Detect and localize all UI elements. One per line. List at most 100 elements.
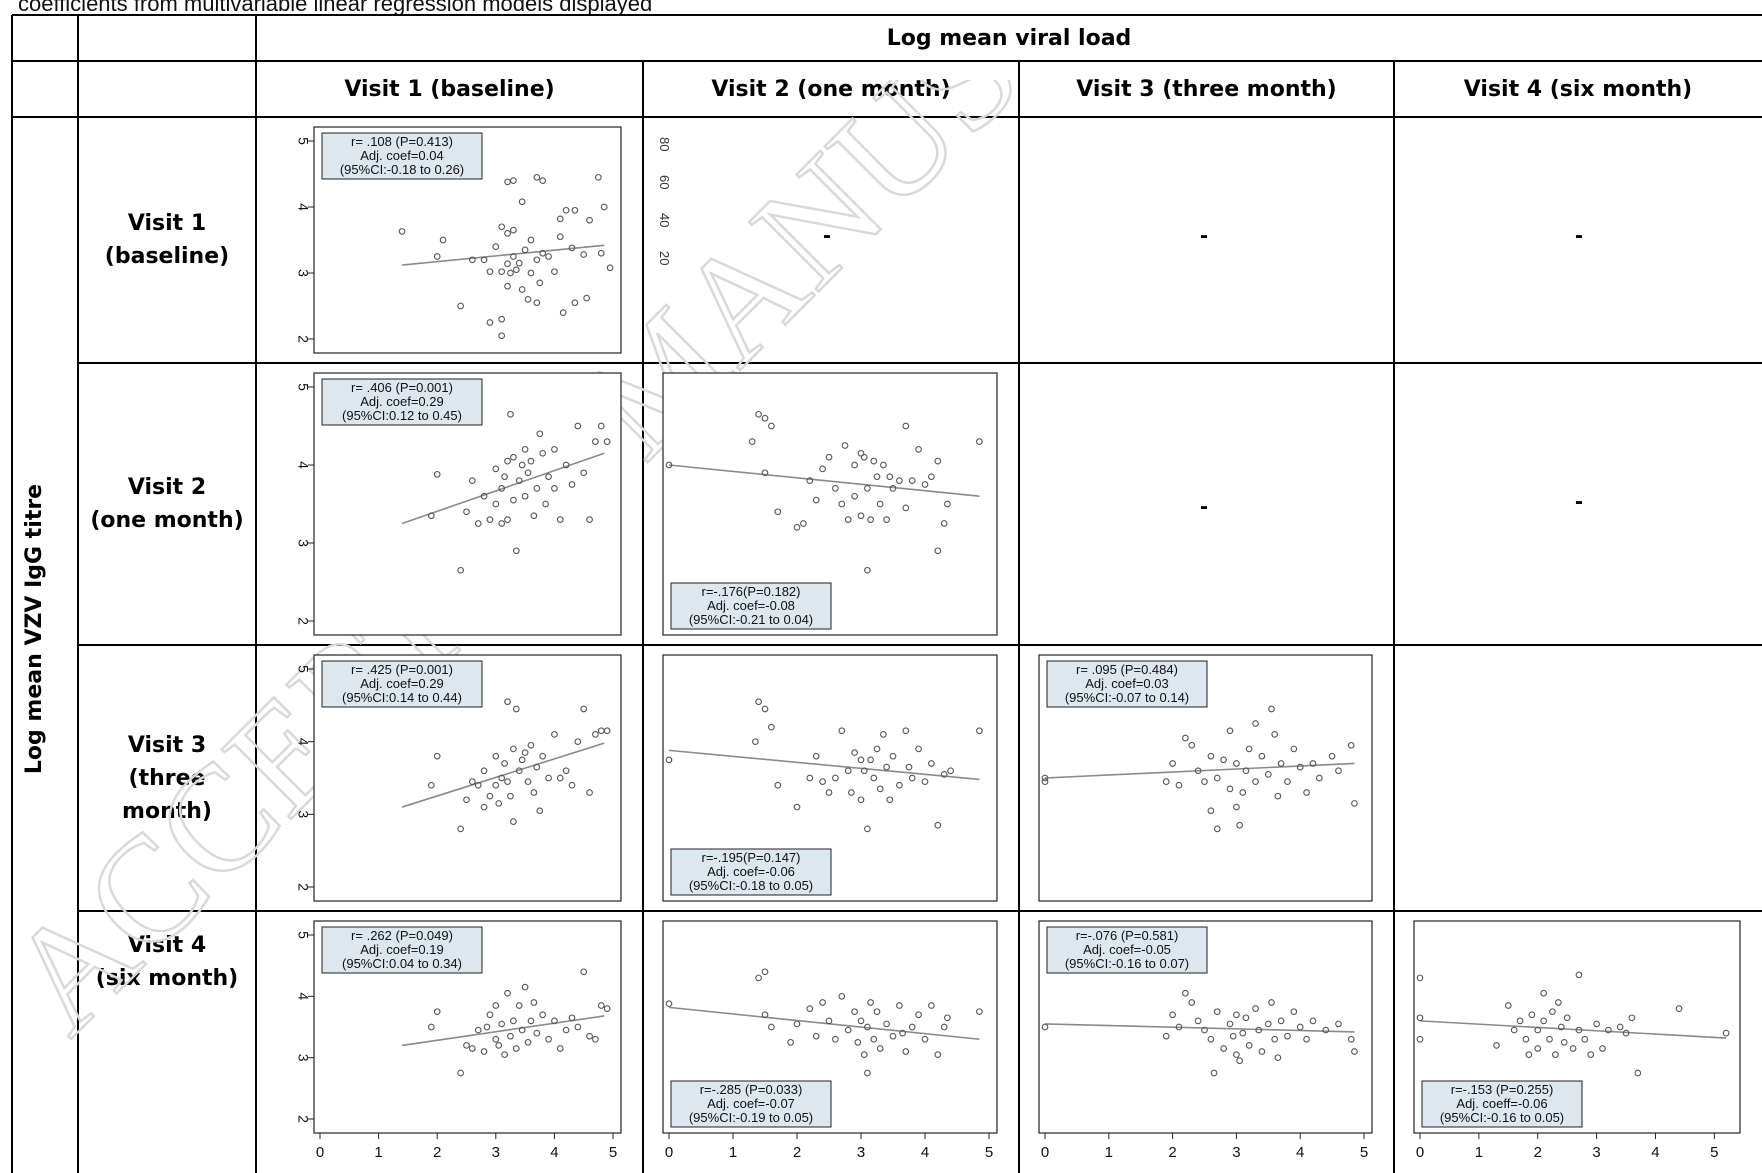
data-point — [524, 296, 532, 303]
fit-line — [1419, 1020, 1727, 1039]
data-point — [483, 1023, 491, 1031]
data-point — [1628, 1014, 1636, 1022]
data-point — [1258, 752, 1266, 760]
data-point — [860, 453, 868, 461]
stats-box — [670, 1080, 832, 1128]
data-point — [902, 1048, 910, 1055]
scatter-plot-r3c2: r=-.195(P=0.147)Adj. coef=-0.06(95%CI:-0… — [662, 654, 998, 902]
data-point — [1296, 763, 1304, 771]
data-point — [504, 516, 511, 523]
empty-cell-mark: - — [1575, 222, 1583, 249]
scatter-plot-r1c1: 5 4 3 2 r= .108 (P=0.413)Adj. coef=0.04(95%C… — [295, 126, 622, 354]
data-point — [902, 422, 910, 430]
data-point — [915, 1011, 922, 1019]
y-tick-label: 2 — [295, 883, 311, 891]
data-point — [556, 774, 564, 782]
column-header-visit-1: Visit 1 (baseline) — [344, 76, 555, 102]
data-point — [469, 477, 476, 484]
data-point — [1599, 1045, 1606, 1052]
y-tick-label: 4 — [295, 738, 311, 746]
data-point — [761, 469, 769, 477]
data-point — [603, 1005, 611, 1012]
x-tick-label: 2 — [433, 1144, 441, 1161]
data-point — [486, 792, 494, 800]
row-header-line: (six month) — [95, 966, 239, 991]
data-point — [857, 756, 865, 764]
data-point — [1634, 1069, 1642, 1077]
data-point — [870, 774, 878, 782]
data-point — [976, 727, 983, 735]
data-point — [504, 989, 511, 997]
data-point — [864, 825, 871, 833]
data-point — [571, 299, 579, 307]
data-point — [480, 767, 488, 775]
data-point — [515, 477, 523, 484]
data-point — [1510, 1026, 1518, 1034]
fragment-tick: 20 — [657, 251, 670, 265]
data-point — [574, 1023, 582, 1031]
data-point — [533, 485, 541, 492]
stats-line: r= .425 (P=0.001) — [351, 662, 453, 677]
data-point — [492, 752, 500, 760]
data-point — [504, 230, 511, 237]
data-point — [1213, 774, 1221, 782]
data-point — [867, 999, 874, 1006]
data-point — [524, 1038, 532, 1046]
x-tick-label: 2 — [1168, 1144, 1176, 1161]
data-point — [819, 999, 826, 1006]
data-point — [873, 745, 881, 753]
data-point — [1522, 1035, 1530, 1043]
data-point — [1351, 800, 1358, 807]
data-point — [1335, 767, 1342, 775]
stats-line: r= .406 (P=0.001) — [351, 380, 453, 395]
data-point — [1540, 1017, 1547, 1025]
row-header-line: Visit 4 — [127, 933, 207, 958]
data-point — [1264, 1020, 1272, 1028]
data-point — [521, 749, 529, 756]
data-point — [507, 269, 514, 277]
data-point — [908, 477, 916, 484]
data-point — [806, 774, 814, 782]
x-tick-label: 5 — [985, 1144, 993, 1161]
data-point — [1226, 1020, 1234, 1028]
data-point — [504, 778, 511, 785]
stats-box — [670, 582, 832, 630]
data-point — [1175, 1023, 1183, 1031]
data-point — [1552, 1051, 1559, 1058]
stats-line: Adj. coef=-0.08 — [707, 598, 795, 613]
data-point — [665, 1000, 673, 1008]
data-point — [1722, 1029, 1730, 1037]
data-point — [844, 767, 852, 775]
data-point — [1268, 705, 1275, 713]
data-point — [793, 803, 801, 811]
data-point — [480, 256, 488, 264]
data-point — [463, 508, 470, 516]
data-point — [1233, 1051, 1240, 1058]
data-point — [595, 173, 602, 181]
data-point — [1162, 778, 1170, 785]
stats-line: (95%CI:-0.18 to 0.05) — [689, 878, 813, 893]
data-point — [880, 731, 887, 738]
data-point — [498, 315, 506, 323]
data-point — [580, 469, 588, 477]
data-point — [1416, 1035, 1424, 1043]
stats-line: Adj. coeff=-0.06 — [1456, 1096, 1547, 1111]
data-point — [1575, 1026, 1583, 1034]
stats-line: (95%CI:0.04 to 0.34) — [342, 956, 462, 971]
data-point — [1290, 1008, 1298, 1016]
stats-line: Adj. coef=-0.05 — [1083, 942, 1171, 957]
data-point — [474, 1026, 482, 1034]
data-point — [1593, 1020, 1600, 1028]
data-point — [1277, 1017, 1285, 1025]
data-point — [498, 332, 506, 340]
data-point — [889, 752, 897, 760]
data-point — [902, 727, 910, 735]
data-point — [539, 177, 547, 184]
column-header-visit-3: Visit 3 (three month) — [1076, 76, 1337, 102]
data-point — [851, 461, 858, 469]
y-tick-label: 4 — [295, 992, 311, 1000]
data-point — [1284, 778, 1291, 785]
row-header-visit-4: Visit 4 (six month) — [78, 911, 256, 1031]
data-point — [889, 1032, 897, 1040]
y-tick-label: 4 — [295, 461, 311, 469]
